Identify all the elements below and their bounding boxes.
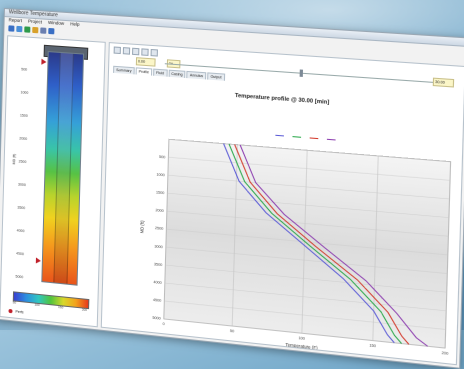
perforation-marker: [41, 59, 46, 65]
x-axis-label: Temperature (F): [285, 342, 318, 351]
colorbar-tick-label: 150: [58, 305, 63, 310]
colorbar-tick-label: 200: [82, 307, 87, 312]
legend-swatch: [327, 139, 336, 140]
legend-swatch: [292, 137, 301, 138]
y-tick-label: 1000: [156, 172, 164, 177]
colorbar-tick-label: 50: [13, 300, 16, 304]
chart-panel: 0.00 1x 30.00 SummaryProfileFluidCasingA…: [101, 42, 464, 365]
depth-tick-label: 500: [21, 67, 27, 71]
y-tick-label: 4500: [153, 298, 161, 303]
perfs-legend-label: Perfs: [15, 310, 23, 315]
temperature-profile-chart: 0501001502005001000150020002500300035004…: [102, 43, 464, 364]
depth-tick-label: 3500: [17, 205, 25, 210]
tubing-graphic: [53, 53, 74, 284]
menu-item-help[interactable]: Help: [70, 21, 80, 28]
app-window: Wellbore Temperature Report Project Wind…: [0, 8, 464, 369]
perfs-legend: Perfs: [8, 309, 23, 315]
depth-tick-label: 4000: [17, 228, 25, 233]
menu-item-report[interactable]: Report: [9, 17, 23, 24]
x-tick-label: 0: [163, 322, 165, 326]
run-icon[interactable]: [24, 26, 30, 32]
depth-tick-label: 4500: [16, 252, 24, 257]
colorbar-tick-label: 100: [34, 303, 39, 308]
depth-tick-label: 3000: [18, 182, 26, 187]
x-tick-label: 100: [298, 336, 305, 341]
y-tick-label: 2000: [155, 208, 163, 213]
depth-tick-label: 5000: [15, 275, 23, 280]
wellbore-temperature-column: [41, 51, 84, 286]
y-tick-label: 500: [159, 155, 165, 160]
settings-icon[interactable]: [40, 27, 46, 33]
depth-tick-label: 2500: [19, 159, 27, 164]
depth-tick-label: 1500: [20, 113, 28, 118]
open-icon[interactable]: [8, 25, 14, 31]
x-tick-label: 150: [369, 343, 376, 348]
report-icon[interactable]: [32, 27, 38, 33]
y-axis-label: MD (ft): [139, 220, 145, 234]
menu-item-project[interactable]: Project: [28, 19, 42, 26]
y-tick-label: 3000: [154, 244, 162, 249]
perfs-marker-icon: [8, 309, 12, 313]
y-tick-label: 1500: [156, 190, 164, 195]
y-tick-label: 5000: [152, 316, 160, 321]
menu-item-window[interactable]: Window: [48, 20, 64, 27]
legend-swatch: [275, 135, 284, 136]
y-tick-label: 2500: [155, 226, 163, 231]
depth-tick-label: 1000: [21, 90, 29, 95]
help-icon[interactable]: [48, 28, 54, 34]
depth-tick-label: 2000: [19, 136, 27, 141]
perforation-marker: [36, 257, 41, 264]
x-tick-label: 200: [442, 351, 449, 356]
depth-axis-label: MD (ft): [12, 154, 16, 165]
legend-swatch: [310, 138, 319, 139]
wellbore-panel: 500 1000 1500 2000 2500 3000 3500 4000 4500 5000 M…: [0, 35, 106, 327]
y-tick-label: 3500: [154, 262, 162, 267]
save-icon[interactable]: [16, 26, 22, 32]
y-tick-label: 4000: [153, 280, 161, 285]
